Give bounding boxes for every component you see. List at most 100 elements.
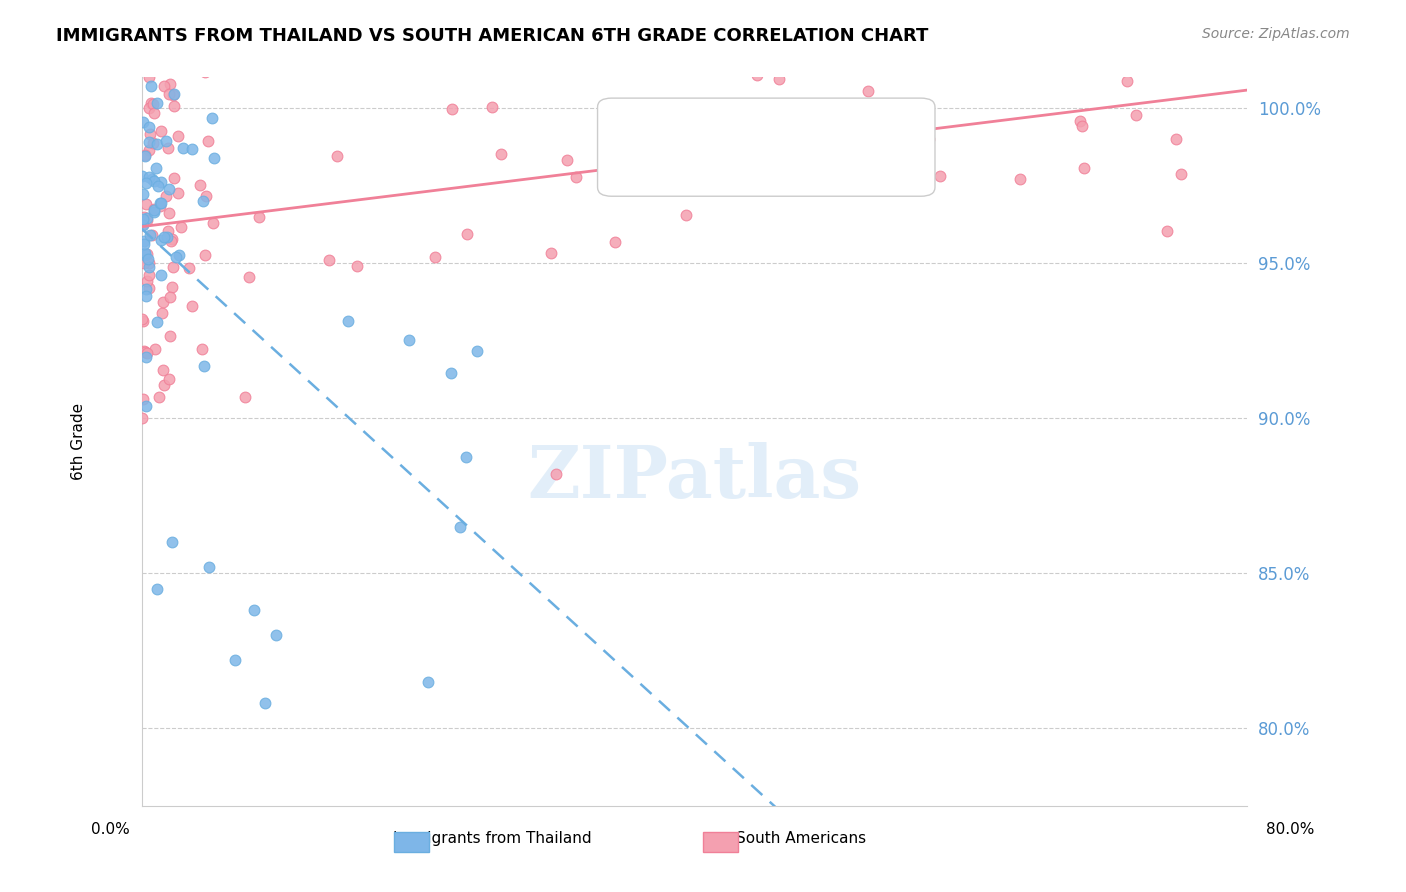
Point <box>191 342 214 356</box>
Point <box>136 212 159 227</box>
Point <box>166 129 188 144</box>
Point <box>761 180 783 194</box>
Point <box>142 136 165 151</box>
Point <box>150 196 173 211</box>
Point <box>131 410 153 425</box>
Point <box>135 350 157 364</box>
Point <box>135 54 157 68</box>
Point <box>146 96 169 111</box>
Point <box>150 124 173 138</box>
Point <box>1156 224 1178 238</box>
Point <box>138 70 160 84</box>
Point <box>456 450 478 464</box>
Point <box>160 234 183 248</box>
Point <box>148 178 170 193</box>
Point <box>201 112 224 126</box>
Point <box>134 148 156 162</box>
Point <box>180 142 202 156</box>
Point <box>149 233 172 247</box>
Point <box>138 280 160 294</box>
Point <box>159 290 181 304</box>
Point <box>152 79 174 94</box>
Point <box>194 188 217 202</box>
Point <box>264 628 287 642</box>
Point <box>155 134 177 148</box>
Point <box>138 120 160 134</box>
Point <box>202 216 225 230</box>
Point <box>326 149 349 163</box>
Text: Immigrants from Thailand: Immigrants from Thailand <box>392 831 592 846</box>
Point <box>157 181 180 195</box>
Point <box>167 248 190 262</box>
Point <box>1198 39 1220 54</box>
Point <box>465 344 488 359</box>
Point <box>768 71 790 86</box>
Point <box>828 157 851 171</box>
Point <box>135 345 157 359</box>
Point <box>145 161 167 175</box>
Point <box>131 187 153 202</box>
Point <box>159 206 181 220</box>
FancyBboxPatch shape <box>620 112 651 138</box>
Point <box>131 169 153 183</box>
Point <box>136 275 159 289</box>
Point <box>138 228 160 243</box>
Point <box>194 65 217 79</box>
Point <box>603 235 626 249</box>
Point <box>143 202 166 217</box>
Point <box>135 289 157 303</box>
Point <box>132 314 155 328</box>
Point <box>423 250 446 264</box>
Point <box>160 232 183 246</box>
Point <box>134 256 156 270</box>
Point <box>149 196 172 211</box>
Point <box>1069 114 1091 128</box>
Point <box>848 163 870 178</box>
Point <box>810 39 832 54</box>
Point <box>555 153 578 168</box>
Point <box>132 212 155 227</box>
Point <box>135 196 157 211</box>
Point <box>141 227 163 242</box>
Point <box>155 189 177 203</box>
Point <box>337 313 360 327</box>
Point <box>135 247 157 261</box>
Point <box>149 268 172 282</box>
Text: 0.0%: 0.0% <box>91 822 131 837</box>
Point <box>159 372 181 386</box>
Point <box>138 260 160 275</box>
Text: 64: 64 <box>844 119 866 133</box>
Point <box>157 87 180 102</box>
Point <box>135 282 157 296</box>
Point <box>1184 39 1206 54</box>
Point <box>172 141 194 155</box>
Point <box>156 141 179 155</box>
Point <box>131 218 153 232</box>
FancyBboxPatch shape <box>620 145 651 171</box>
Point <box>1205 41 1227 55</box>
Point <box>138 256 160 270</box>
Point <box>149 199 172 213</box>
Point <box>146 582 169 596</box>
Point <box>180 299 202 313</box>
Point <box>481 99 503 113</box>
Point <box>138 268 160 282</box>
Point <box>198 560 221 574</box>
Point <box>150 306 173 320</box>
Point <box>224 653 246 667</box>
Point <box>134 245 156 260</box>
Point <box>159 329 181 343</box>
Point <box>193 194 215 209</box>
Point <box>197 134 219 148</box>
Point <box>456 227 478 241</box>
Point <box>132 218 155 232</box>
Point <box>449 520 471 534</box>
Point <box>131 312 153 326</box>
Text: R =: R = <box>662 119 696 133</box>
Point <box>138 169 160 184</box>
Point <box>193 359 215 373</box>
Point <box>540 245 562 260</box>
Point <box>858 84 880 98</box>
Point <box>141 172 163 186</box>
Text: IMMIGRANTS FROM THAILAND VS SOUTH AMERICAN 6TH GRADE CORRELATION CHART: IMMIGRANTS FROM THAILAND VS SOUTH AMERIC… <box>56 27 928 45</box>
